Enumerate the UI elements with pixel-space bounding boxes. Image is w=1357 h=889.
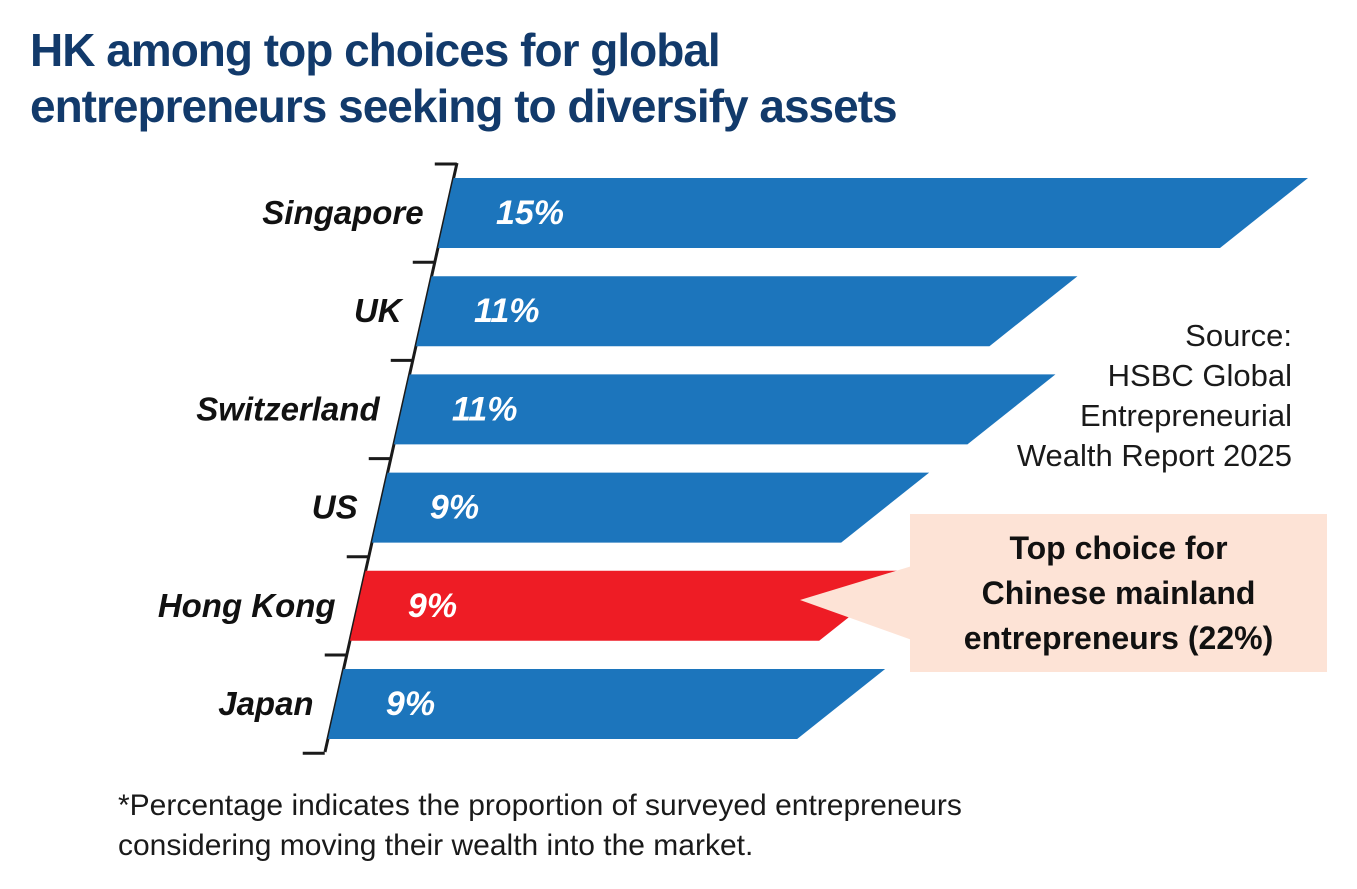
callout-line-1: Top choice for	[1009, 530, 1228, 566]
callout-pointer	[800, 566, 912, 640]
y-axis-line	[323, 162, 459, 753]
bar-singapore	[437, 178, 1308, 248]
bar-us	[371, 472, 930, 543]
source-line-2: HSBC Global	[1107, 358, 1292, 393]
bar-uk	[415, 276, 1078, 347]
value-label-japan: 9%	[386, 685, 435, 723]
value-label-uk: 11%	[474, 292, 540, 330]
callout-line-2: Chinese mainland	[981, 575, 1256, 611]
category-label-uk: UK	[354, 292, 404, 329]
bar-japan	[327, 669, 886, 739]
source-line-4: Wealth Report 2025	[1016, 438, 1292, 473]
chart-title-line-1: HK among top choices for global	[30, 24, 721, 76]
chart-title-line-2: entrepreneurs seeking to diversify asset…	[30, 80, 898, 132]
footnote-line-2: considering moving their wealth into the…	[118, 829, 754, 862]
footnote-line-1: *Percentage indicates the proportion of …	[118, 789, 962, 822]
category-label-japan: Japan	[218, 685, 313, 722]
bar-hong-kong	[349, 570, 908, 641]
callout-line-3: entrepreneurs (22%)	[963, 620, 1274, 656]
bar-switzerland	[393, 374, 1056, 445]
source-line-3: Entrepreneurial	[1080, 398, 1292, 433]
category-label-us: US	[312, 489, 358, 526]
hong-kong-callout: Top choice for Chinese mainland entrepre…	[910, 514, 1327, 672]
value-label-singapore: 15%	[496, 194, 564, 232]
value-label-hong-kong: 9%	[408, 587, 457, 625]
source-note: Source: HSBC Global Entrepreneurial Weal…	[932, 316, 1292, 476]
value-label-us: 9%	[430, 489, 479, 527]
category-label-hong-kong: Hong Kong	[158, 587, 336, 624]
source-line-1: Source:	[1185, 318, 1292, 353]
footnote: *Percentage indicates the proportion of …	[118, 786, 1268, 866]
chart-title: HK among top choices for global entrepre…	[30, 22, 1030, 134]
category-label-switzerland: Switzerland	[196, 390, 380, 427]
category-label-singapore: Singapore	[262, 194, 423, 231]
value-label-switzerland: 11%	[452, 390, 518, 428]
